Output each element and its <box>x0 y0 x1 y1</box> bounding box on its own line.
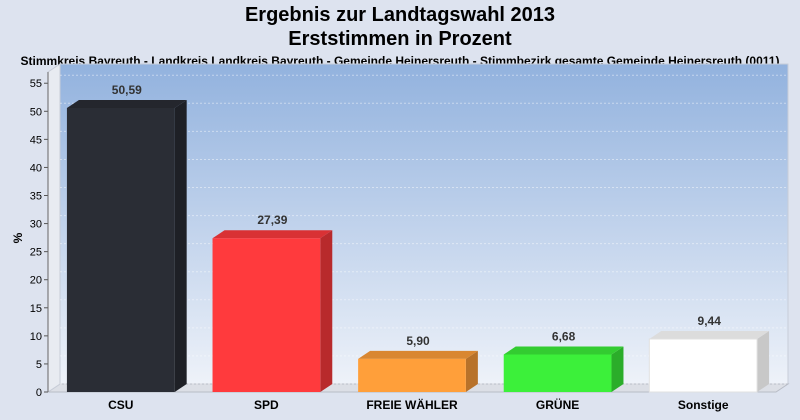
data-label: 27,39 <box>257 213 287 227</box>
data-label: 5,90 <box>406 334 430 348</box>
bar-top <box>66 99 187 108</box>
y-tick-label: 35 <box>30 191 42 203</box>
bar-front <box>648 338 758 393</box>
bar-spd <box>212 230 333 392</box>
plot-side-wall <box>47 63 61 393</box>
bar-side <box>757 331 770 392</box>
data-label: 9,44 <box>698 314 722 328</box>
y-tick-label: 15 <box>30 303 42 315</box>
chart-subtitle: Erststimmen in Prozent <box>288 28 512 50</box>
bar-front <box>66 107 175 392</box>
chart-title: Ergebnis zur Landtagswahl 2013 <box>244 4 556 26</box>
y-axis-label: % <box>11 232 25 243</box>
x-tick-label: Sonstige <box>678 398 729 412</box>
bar-csu <box>66 99 187 392</box>
y-tick-label: 10 <box>30 331 42 343</box>
x-tick-label: GRÜNE <box>536 397 579 412</box>
y-tick-label: 40 <box>30 162 42 174</box>
bar-side <box>320 230 333 392</box>
data-label: 50,59 <box>112 83 142 97</box>
x-tick-label: SPD <box>254 398 279 412</box>
bar-front <box>212 238 321 392</box>
bar-side <box>465 350 478 392</box>
bar-front <box>358 358 466 392</box>
y-tick-label: 50 <box>30 106 42 118</box>
bar-grüne <box>503 346 624 392</box>
bar-freie-wähler <box>358 350 478 392</box>
bar-top <box>358 350 478 359</box>
bar-side <box>611 346 624 392</box>
x-tick-label: CSU <box>108 398 133 412</box>
bar-top <box>649 331 770 340</box>
bar-sonstige <box>648 331 770 393</box>
bar-side <box>174 99 187 392</box>
x-tick-label: FREIE WÄHLER <box>366 397 458 412</box>
data-label: 6,68 <box>552 329 576 343</box>
y-tick-label: 45 <box>30 134 42 146</box>
y-tick-label: 55 <box>30 78 42 90</box>
y-tick-label: 0 <box>36 387 42 399</box>
bar-top <box>212 230 333 239</box>
y-tick-label: 25 <box>30 247 42 259</box>
y-tick-label: 30 <box>30 219 42 231</box>
bar-front <box>503 354 612 392</box>
y-tick-label: 5 <box>36 359 42 371</box>
bar-top <box>503 346 624 355</box>
y-tick-label: 20 <box>30 275 42 287</box>
